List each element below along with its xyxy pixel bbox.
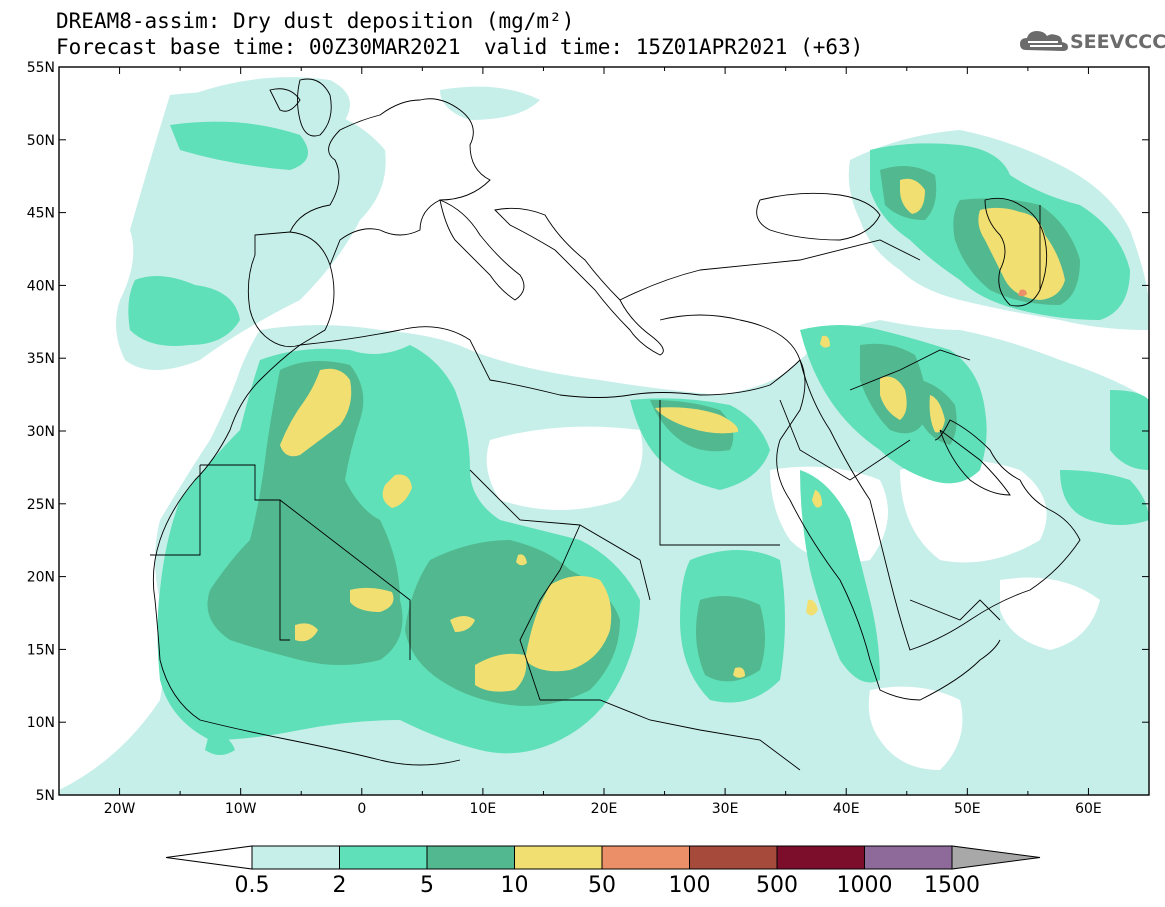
lat-label: 30N [27,424,55,440]
lat-label: 35N [27,351,55,367]
lon-label: 20E [591,801,618,817]
colorbar-label: 1500 [924,873,980,898]
lat-label: 25N [27,497,55,513]
colorbar-swatch [339,845,428,870]
map-field [59,67,1149,795]
colorbar-label: 10 [501,873,529,898]
colorbar-swatch [514,845,603,870]
colorbar-label: 50 [588,873,616,898]
lon-label: 50E [954,801,981,817]
colorbar-swatch [689,845,778,870]
lon-label: 0 [357,801,366,817]
colorbar-label: 100 [669,873,711,898]
lon-label: 60E [1075,801,1102,817]
lon-label: 10E [470,801,497,817]
colorbar-label: 0.5 [235,873,270,898]
colorbar-swatch [776,845,865,870]
axis-ticks [58,66,1150,796]
colorbar: 0.5 2 5 10 50 100 500 1000 1500 [165,845,1041,898]
colorbar-label: 1000 [837,873,893,898]
lat-label: 45N [27,206,55,222]
logo-text: SEEVCCC [1070,31,1165,53]
colorbar-label: 5 [420,873,434,898]
map-title: DREAM8-assim: Dry dust deposition (mg/m²… [56,9,575,33]
colorbar-label: 2 [333,873,347,898]
coastlines-borders [150,78,1081,771]
colorbar-label: 500 [756,873,798,898]
colorbar-under-arrow [165,845,253,870]
colorbar-over-arrow [951,845,1041,870]
cloud-icon [1020,31,1068,51]
lat-label: 5N [36,788,55,804]
lon-label: 10W [225,801,257,817]
forecast-base-time: Forecast base time: 00Z30MAR2021 [56,35,461,59]
lon-label: 20W [104,801,136,817]
colorbar-swatch [864,845,953,870]
lat-label: 10N [27,715,55,731]
latitude-labels: 55N 50N 45N 40N 35N 30N 25N 20N 15N 10N 5N [27,60,55,804]
valid-time: valid time: 15Z01APR2021 (+63) [484,35,864,59]
lat-label: 50N [27,133,55,149]
colorbar-swatch [251,845,340,870]
colorbar-swatch [601,845,690,870]
deposition-level-5 [1018,289,1027,297]
lon-label: 40E [833,801,860,817]
deposition-level-4 [280,178,1065,692]
lat-label: 55N [27,60,55,76]
longitude-labels: 20W 10W 0 10E 20E 30E 40E 50E 60E [104,801,1102,817]
colorbar-swatch [426,845,515,870]
lat-label: 20N [27,570,55,586]
seevccc-logo: SEEVCCC [1018,26,1165,56]
lon-label: 30E [712,801,739,817]
lat-label: 40N [27,278,55,294]
lat-label: 15N [27,642,55,658]
